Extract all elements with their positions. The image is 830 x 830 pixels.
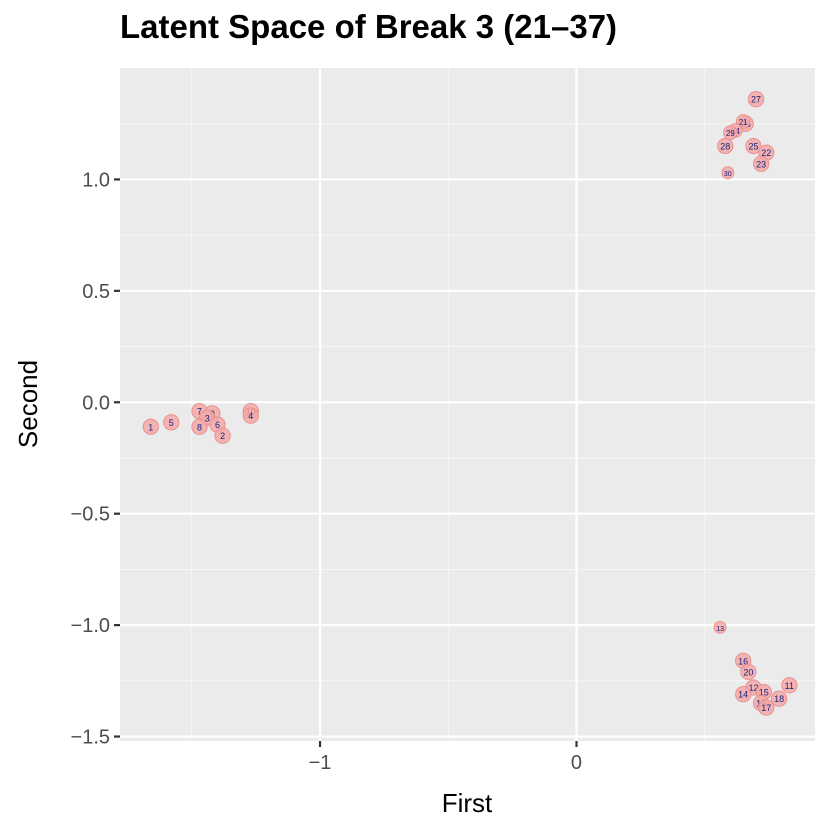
data-point-25: 25	[745, 137, 762, 155]
y-tick-label: 1.0	[82, 169, 110, 191]
point-marker	[770, 690, 788, 707]
point-label: 30	[724, 171, 732, 178]
data-point-13: 13	[713, 620, 727, 634]
point-label: 13	[716, 626, 724, 633]
y-tick-label: −1.0	[71, 615, 110, 637]
point-marker	[781, 677, 798, 694]
point-label: 15	[759, 687, 769, 697]
data-point-23: 23	[752, 155, 770, 172]
y-tick-label: −1.5	[71, 727, 110, 749]
data-point-8: 8	[191, 418, 208, 435]
data-point-27: 27	[747, 91, 765, 108]
point-marker	[723, 125, 738, 140]
point-marker	[191, 418, 208, 435]
point-label: 21	[739, 118, 748, 127]
point-label: 22	[761, 148, 771, 158]
point-label: 11	[785, 681, 794, 691]
point-label: 17	[761, 703, 771, 713]
point-label: 4	[248, 411, 253, 421]
y-tick-label: 0.0	[82, 392, 110, 414]
data-points: 1579386210427262124292825222330131620121…	[142, 91, 798, 716]
point-label: 23	[756, 159, 766, 169]
point-label: 2	[220, 431, 225, 441]
point-marker	[747, 91, 765, 108]
point-label: 1	[148, 422, 153, 432]
point-label: 18	[774, 694, 784, 704]
point-label: 3	[205, 413, 210, 423]
major-gridlines	[120, 68, 815, 741]
y-axis: −1.5 −1.0 −0.5 0.0 0.5 1.0	[71, 169, 120, 749]
point-marker	[163, 414, 180, 431]
point-label: 20	[743, 667, 753, 677]
data-point-4: 4	[242, 407, 259, 424]
point-label: 7	[197, 407, 202, 417]
point-label: 16	[738, 656, 748, 666]
point-marker	[758, 699, 775, 716]
point-label: 25	[748, 141, 758, 151]
point-label: 12	[748, 683, 758, 693]
point-marker	[242, 407, 259, 424]
point-marker	[735, 686, 752, 703]
point-marker	[713, 620, 727, 634]
x-axis: −1 0	[309, 741, 582, 774]
point-marker	[214, 427, 231, 444]
data-point-18: 18	[770, 690, 788, 707]
point-marker	[745, 137, 762, 155]
y-axis-title: Second	[13, 360, 43, 448]
data-point-14: 14	[735, 686, 752, 703]
data-point-28: 28	[717, 137, 734, 155]
x-tick-label: −1	[309, 752, 332, 774]
data-point-20: 20	[740, 663, 757, 681]
chart-title: Latent Space of Break 3 (21–37)	[120, 8, 618, 45]
plot-panel	[120, 68, 815, 741]
point-marker	[142, 418, 159, 435]
point-marker	[740, 663, 757, 681]
point-label: 8	[197, 422, 202, 432]
point-marker	[752, 155, 770, 172]
point-label: 5	[169, 418, 174, 428]
point-label: 14	[738, 690, 748, 700]
data-point-17: 17	[758, 699, 775, 716]
point-marker	[717, 137, 734, 155]
point-label: 6	[215, 420, 220, 430]
point-label: 27	[751, 95, 761, 105]
x-axis-title: First	[442, 788, 493, 818]
data-point-30: 30	[721, 166, 735, 180]
data-point-2: 2	[214, 427, 231, 444]
point-label: 29	[726, 129, 735, 138]
data-point-5: 5	[163, 414, 180, 431]
point-marker	[721, 166, 735, 180]
y-tick-label: 0.5	[82, 281, 110, 303]
point-label: 28	[720, 141, 730, 151]
data-point-29: 29	[723, 125, 738, 140]
x-tick-label: 0	[571, 752, 582, 774]
data-point-1: 1	[142, 418, 159, 435]
y-tick-label: −0.5	[71, 504, 110, 526]
data-point-11: 11	[781, 677, 798, 694]
